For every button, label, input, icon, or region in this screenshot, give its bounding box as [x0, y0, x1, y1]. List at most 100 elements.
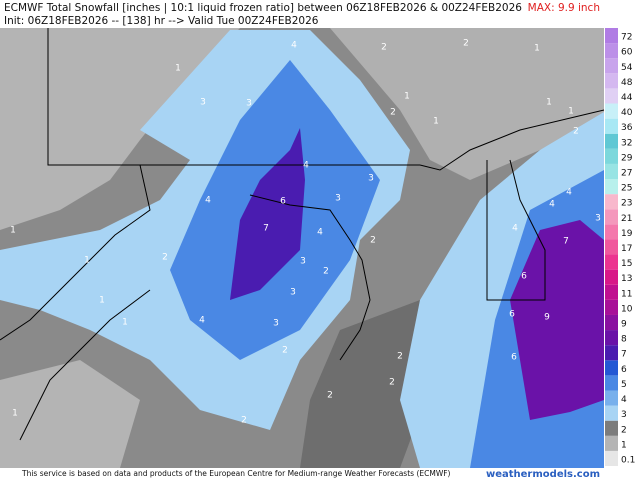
contour-label: 4 [291, 41, 297, 51]
contour-label: 4 [512, 224, 518, 234]
contour-label: 2 [573, 127, 579, 137]
colorbar-segment [605, 148, 618, 164]
colorbar-segment [605, 194, 618, 210]
contour-label: 4 [549, 200, 555, 210]
contour-label: 1 [84, 256, 90, 266]
colorbar-label: 5 [621, 380, 627, 390]
contour-label: 4 [199, 316, 205, 326]
contour-label: 2 [381, 43, 387, 53]
contour-label: 2 [162, 253, 168, 263]
colorbar-label: 44 [621, 93, 633, 103]
contour-label: 1 [10, 226, 16, 236]
colorbar-label: 54 [621, 63, 633, 73]
colorbar-segment [605, 330, 618, 346]
colorbar-segment [605, 88, 618, 104]
contour-label: 1 [12, 409, 18, 419]
contour-label: 7 [563, 237, 569, 247]
contour-label: 3 [595, 214, 601, 224]
max-label: MAX: 9.9 inch [528, 2, 600, 14]
colorbar-label: 25 [621, 184, 632, 194]
colorbar-segment [605, 73, 618, 89]
colorbar-segment [605, 224, 618, 240]
contour-label: 2 [370, 236, 376, 246]
colorbar-segment [605, 345, 618, 361]
contour-label: 3 [300, 257, 306, 267]
colorbar-segment [605, 209, 618, 225]
colorbar-label: 60 [621, 48, 633, 58]
colorbar-segment [605, 163, 618, 180]
contour-label: 1 [534, 44, 540, 54]
colorbar-label: 13 [621, 274, 632, 284]
subtitle: Init: 06Z18FEB2026 -- [138] hr --> Valid… [4, 15, 319, 27]
contour-label: 2 [327, 391, 333, 401]
contour-label: 4 [303, 161, 309, 171]
colorbar-segment [605, 435, 618, 451]
contour-label: 1 [433, 117, 439, 127]
colorbar-label: 9 [621, 320, 627, 330]
colorbar-label: 11 [621, 289, 632, 299]
contour-label: 6 [521, 272, 527, 282]
contour-label: 1 [122, 318, 128, 328]
contour-label: 1 [404, 92, 410, 102]
contour-label: 3 [246, 99, 252, 109]
contour-label: 6 [280, 197, 286, 207]
colorbar-segment [605, 299, 618, 315]
colorbar-segment [605, 133, 618, 149]
title: ECMWF Total Snowfall [inches | 10:1 liqu… [4, 2, 522, 14]
contour-label: 2 [323, 267, 329, 277]
contour-label: 4 [566, 188, 572, 198]
dark-gray-area [300, 300, 440, 468]
light-gray-area [330, 28, 604, 180]
state-border [249, 194, 371, 361]
contour-label: 3 [335, 194, 341, 204]
contour-label: 2 [282, 346, 288, 356]
contour-label: 2 [390, 108, 396, 118]
colorbar-segment [605, 269, 618, 285]
contour-label: 7 [263, 224, 269, 234]
colorbar-segment [605, 284, 618, 300]
colorbar: 0.11234567891011131517192123252729323640… [605, 28, 635, 466]
contour-label: 2 [389, 378, 395, 388]
colorbar-label: 1 [621, 440, 627, 450]
colorbar-label: 10 [621, 304, 633, 314]
state-border [47, 28, 420, 166]
colorbar-label: 19 [621, 229, 633, 239]
colorbar-segment [605, 43, 618, 59]
colorbar-segment [605, 239, 618, 255]
colorbar-segment [605, 420, 618, 436]
colorbar-label: 15 [621, 259, 632, 269]
footer-band [0, 468, 604, 480]
colorbar-label: 3 [621, 410, 627, 420]
colorbar-label: 36 [621, 123, 633, 133]
contour-label: 4 [205, 196, 211, 206]
state-border [486, 159, 546, 301]
colorbar-segment [605, 405, 618, 421]
colorbar-label: 8 [621, 335, 627, 345]
colorbar-segment [605, 179, 618, 195]
colorbar-label: 32 [621, 138, 632, 148]
purple-area [230, 128, 305, 300]
colorbar-label: 4 [621, 395, 627, 405]
colorbar-segment [605, 118, 618, 134]
colorbar-label: 23 [621, 199, 632, 209]
colorbar-label: 6 [621, 365, 627, 375]
colorbar-label: 72 [621, 33, 632, 43]
colorbar-label: 40 [621, 108, 633, 118]
contour-label: 1 [175, 64, 181, 74]
contour-label: 2 [241, 416, 247, 426]
colorbar-label: 7 [621, 350, 627, 360]
light-gray-area [0, 28, 240, 230]
colorbar-segment [605, 103, 618, 119]
contour-label: 2 [463, 39, 469, 49]
colorbar-segment [605, 28, 618, 44]
state-border [19, 289, 151, 441]
contour-label: 2 [397, 352, 403, 362]
state-border [0, 164, 151, 341]
colorbar-label: 48 [621, 78, 633, 88]
purple-area [510, 220, 604, 420]
contour-label: 4 [317, 228, 323, 238]
colorbar-label: 29 [621, 153, 633, 163]
colorbar-label: 17 [621, 244, 632, 254]
